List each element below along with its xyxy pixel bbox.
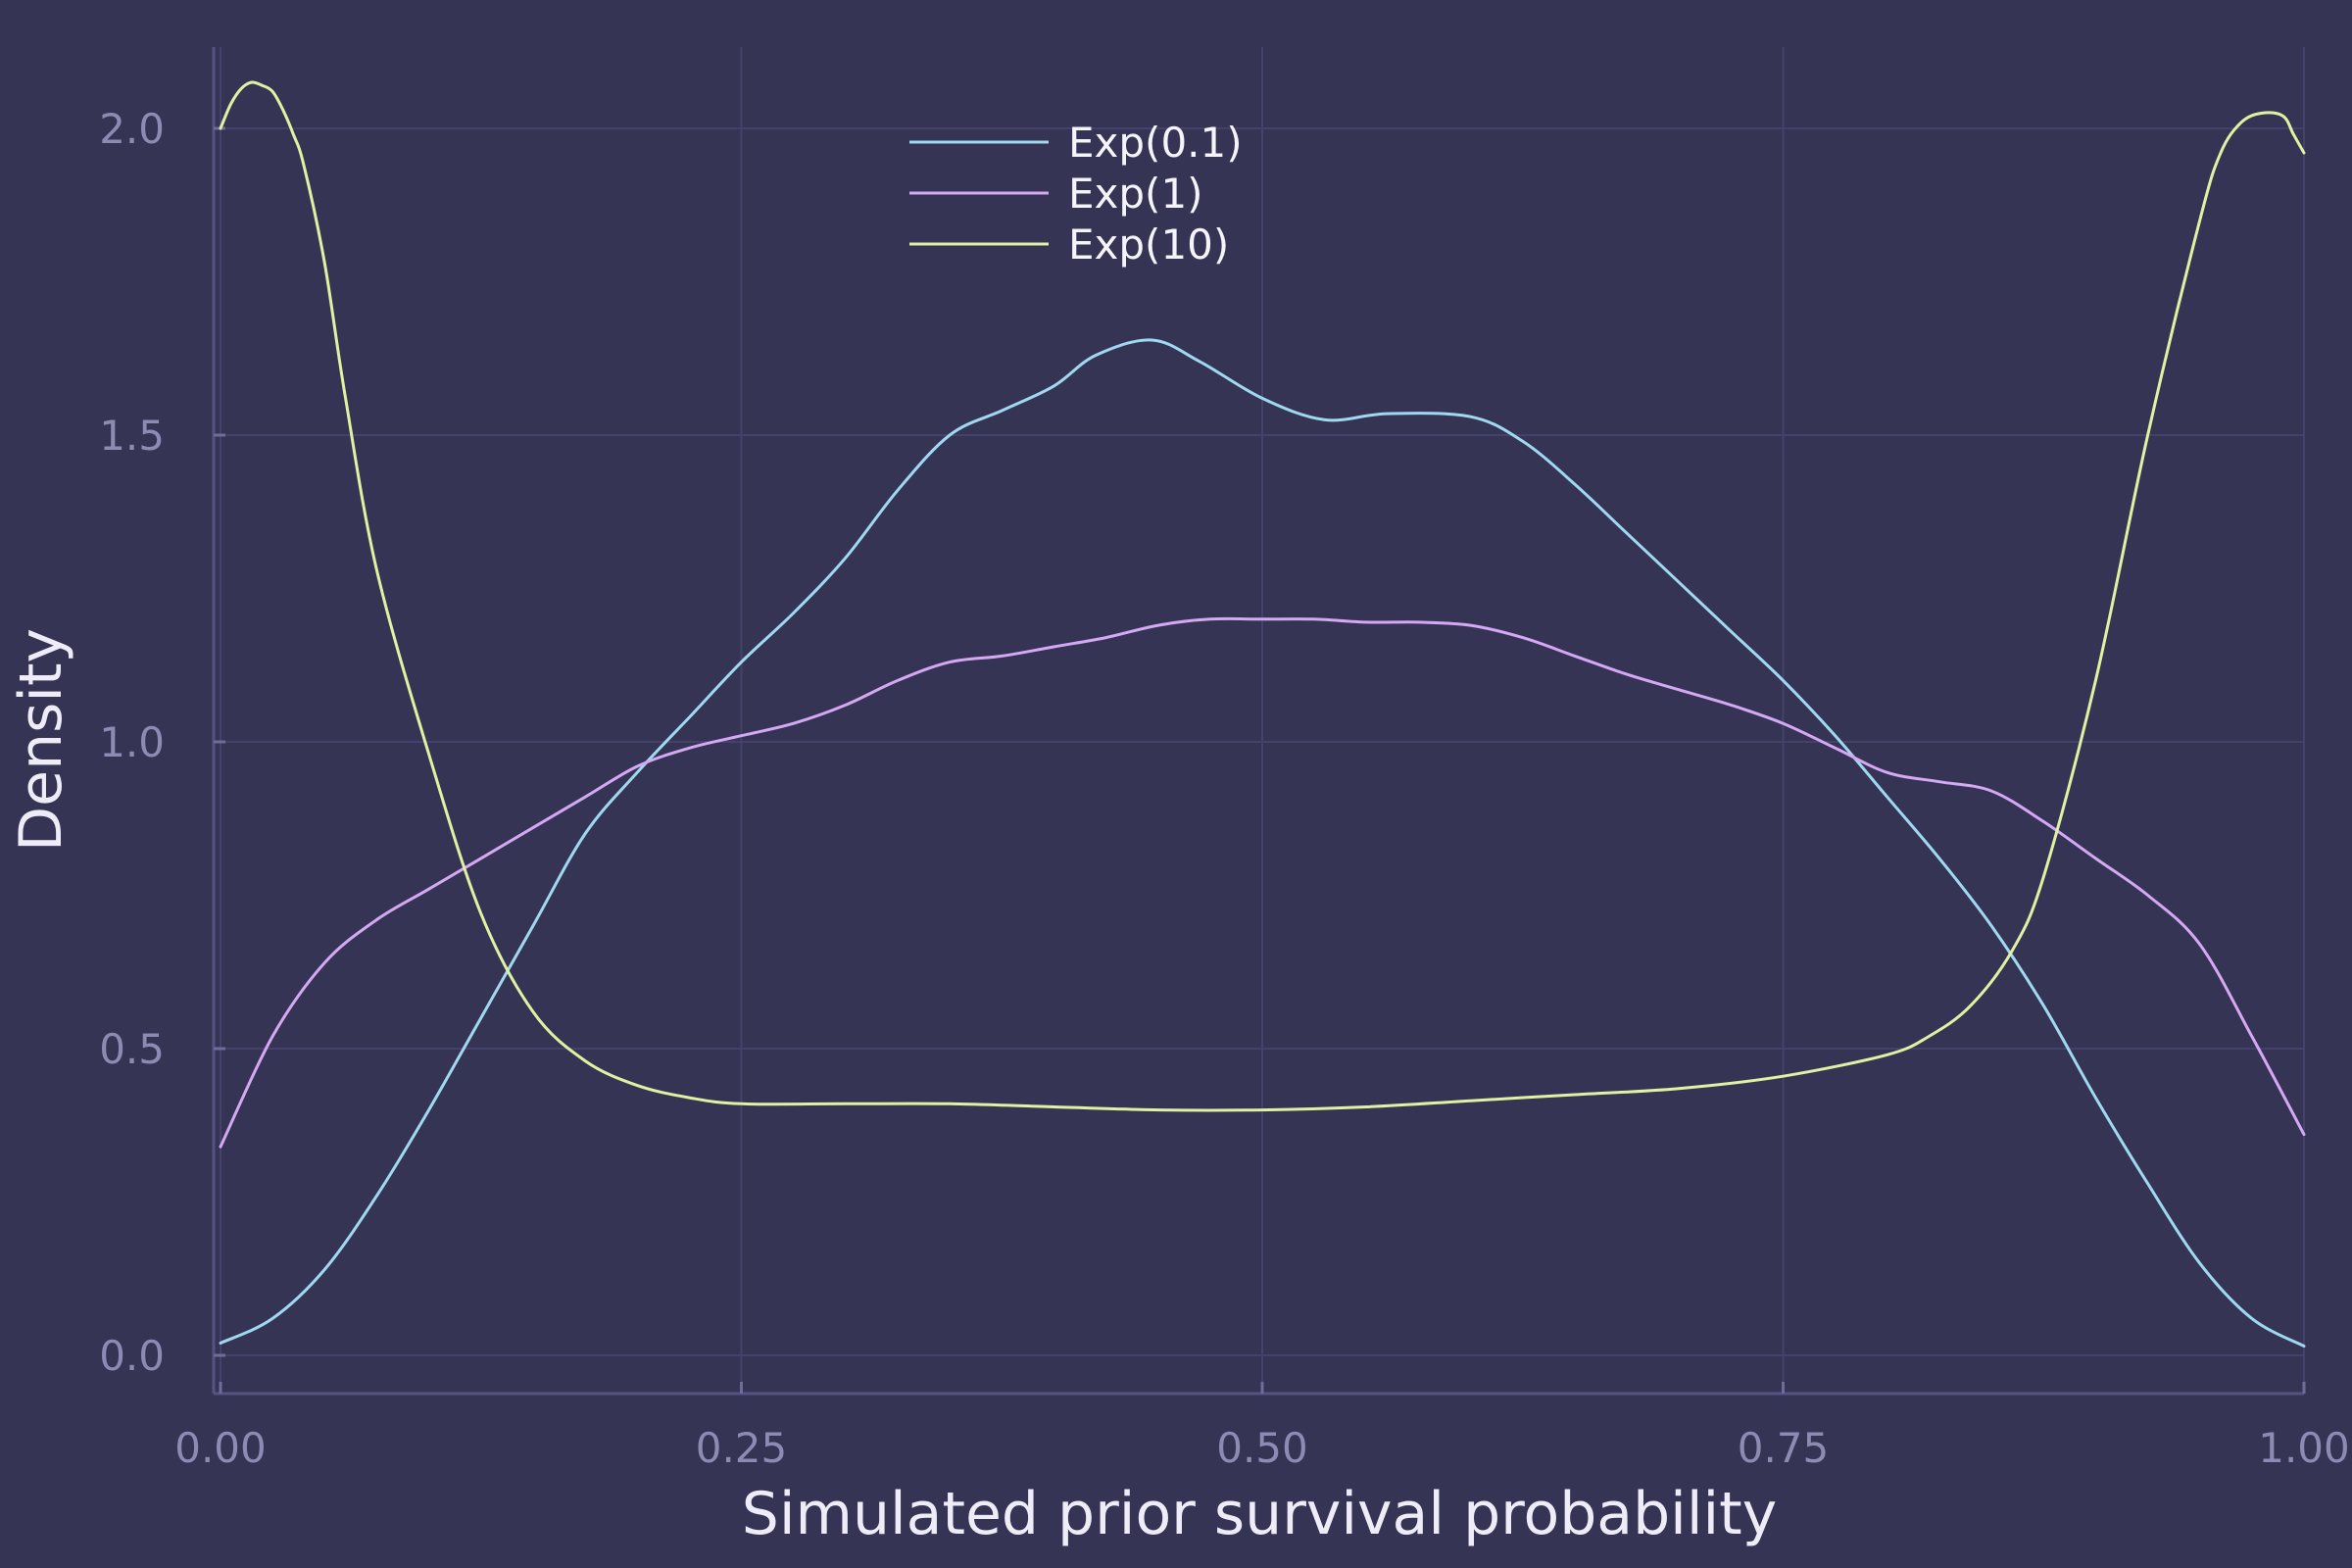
x-tick-label: 0.75 [1738,1424,1830,1472]
tick-labels: 0.00 0.25 0.50 0.75 1.00 0.0 0.5 1.0 1.5 2.0 [99,105,2350,1472]
legend-label: Exp(1) [1068,170,1203,218]
y-tick-label: 0.5 [99,1025,165,1073]
y-tick-label: 0.0 [99,1332,165,1380]
x-tick-label: 0.50 [1216,1424,1308,1472]
axes [212,47,2304,1396]
x-tick-label: 0.00 [174,1424,267,1472]
y-tick-label: 1.5 [99,412,165,460]
legend: Exp(0.1)Exp(1)Exp(10) [909,119,1243,269]
legend-label: Exp(10) [1068,220,1229,269]
tick-marks [214,126,2306,1394]
x-axis-label: Simulated prior survival probability [742,1480,1777,1548]
series-line-1 [219,338,2306,1348]
x-tick-label: 0.25 [696,1424,788,1472]
series-line-3 [219,80,2306,1112]
series-line-2 [219,616,2306,1149]
grid-lines [214,47,2305,1394]
x-tick-label: 1.00 [2258,1424,2350,1472]
y-tick-label: 1.0 [99,718,165,766]
y-axis-label: Density [7,628,75,852]
y-tick-label: 2.0 [99,105,165,153]
legend-label: Exp(0.1) [1068,119,1243,167]
series-lines [219,80,2306,1348]
